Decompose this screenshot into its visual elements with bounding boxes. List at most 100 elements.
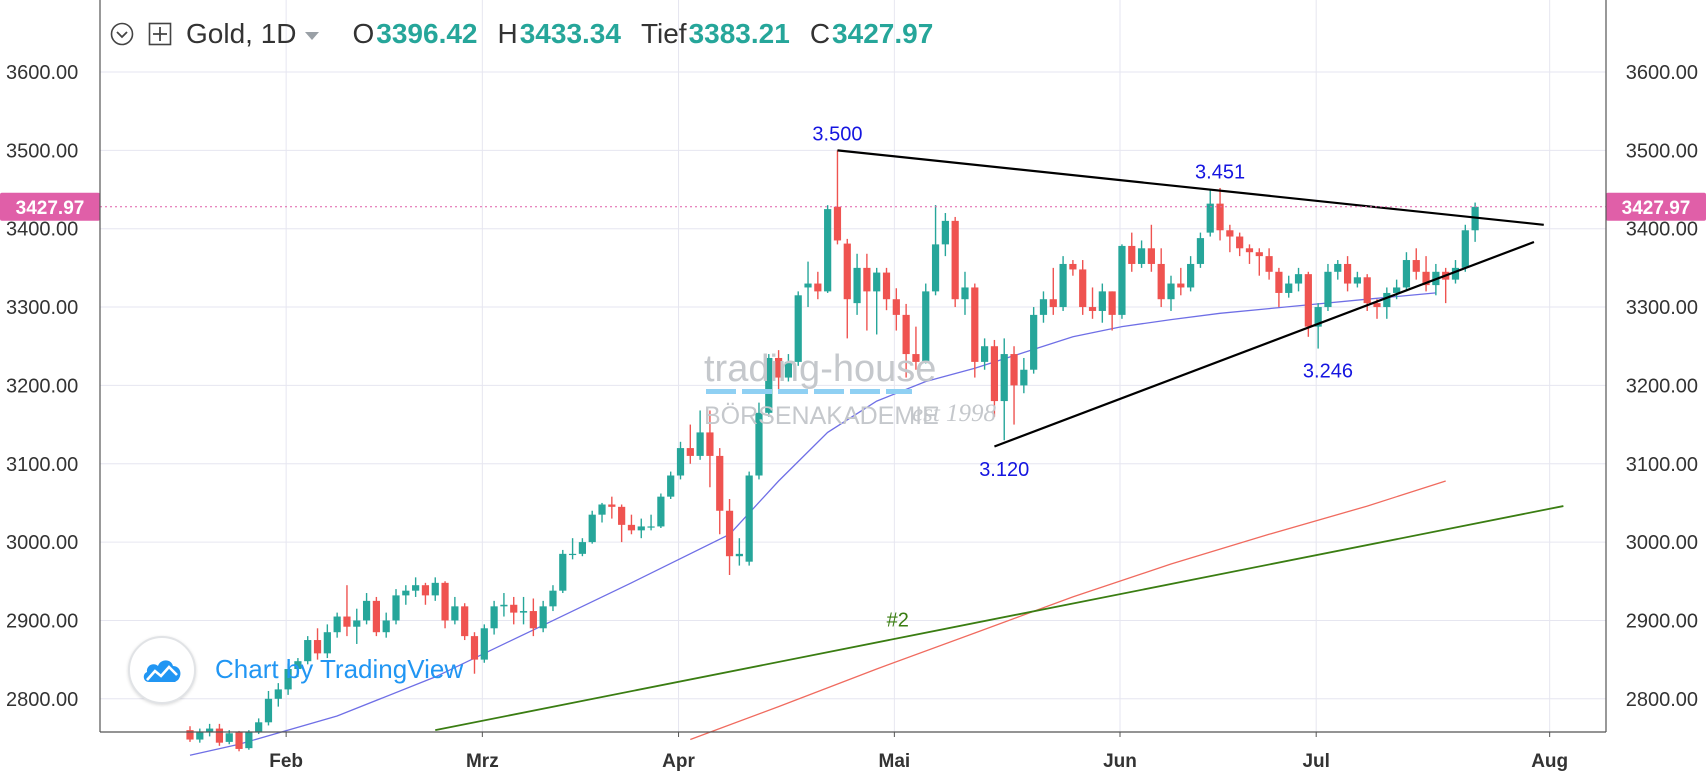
candle bbox=[598, 502, 606, 523]
open-value: 3396.42 bbox=[376, 18, 478, 49]
candle bbox=[1442, 267, 1450, 304]
candle-body bbox=[1167, 283, 1175, 300]
tradingview-credit[interactable]: Chart by TradingView bbox=[215, 654, 464, 684]
y-tick-label-right: 2800.00 bbox=[1626, 689, 1698, 711]
candle bbox=[1393, 279, 1401, 300]
close-label: C bbox=[809, 18, 831, 49]
candle-body bbox=[451, 606, 459, 621]
candle-body bbox=[1196, 238, 1205, 264]
candle-body bbox=[1343, 263, 1352, 284]
x-tick-label: Mai bbox=[879, 751, 911, 772]
candle bbox=[892, 288, 900, 331]
candle-body bbox=[1461, 230, 1469, 268]
x-tick-label: Mrz bbox=[466, 751, 499, 772]
high-value: 3433.34 bbox=[519, 18, 621, 49]
y-tick-label-left: 3400.00 bbox=[6, 219, 78, 241]
candle bbox=[333, 612, 341, 638]
candle-body bbox=[1285, 283, 1293, 293]
candle-body bbox=[372, 600, 380, 633]
candle-body bbox=[892, 299, 900, 315]
symbol-name[interactable]: Gold, 1D bbox=[186, 18, 297, 49]
candle-body bbox=[716, 455, 724, 511]
y-tick-label-right: 2900.00 bbox=[1626, 610, 1698, 632]
x-tick-label: Apr bbox=[662, 751, 695, 772]
candle-body bbox=[1118, 245, 1126, 315]
candle bbox=[539, 600, 547, 633]
candle-body bbox=[264, 698, 273, 723]
candle bbox=[1471, 202, 1479, 242]
candle bbox=[1275, 267, 1283, 308]
candle-body bbox=[1079, 269, 1087, 308]
candle bbox=[1294, 267, 1303, 292]
price-annotation: 3.451 bbox=[1195, 162, 1245, 184]
collapse-icon[interactable] bbox=[110, 22, 134, 46]
candle bbox=[1098, 283, 1106, 323]
symbol-header: Gold, 1D O 3396.42 H 3433.34 Tief 3383.2… bbox=[110, 16, 953, 52]
grid bbox=[100, 0, 1606, 732]
candle bbox=[657, 493, 665, 528]
tradingview-logo[interactable] bbox=[128, 636, 196, 704]
candle-body bbox=[1245, 248, 1254, 253]
candle-body bbox=[519, 611, 528, 613]
candle bbox=[294, 658, 302, 677]
candle-body bbox=[1010, 354, 1018, 386]
candle bbox=[343, 585, 351, 637]
x-tick-label: Aug bbox=[1531, 751, 1568, 772]
candle-body bbox=[353, 620, 361, 627]
candle bbox=[421, 582, 430, 605]
candle bbox=[1196, 232, 1205, 268]
candle-body bbox=[775, 357, 783, 378]
candle bbox=[1030, 307, 1038, 374]
chevron-down-icon[interactable] bbox=[304, 32, 319, 40]
candle bbox=[362, 593, 371, 625]
candle bbox=[1039, 291, 1048, 323]
open-label: O bbox=[352, 18, 375, 49]
candle-body bbox=[1039, 299, 1048, 315]
candle bbox=[873, 267, 881, 335]
candle bbox=[1167, 275, 1175, 311]
candle bbox=[725, 499, 734, 576]
candle bbox=[274, 683, 282, 707]
candle-body bbox=[804, 283, 812, 288]
compare-add-icon[interactable] bbox=[148, 22, 172, 46]
candle bbox=[667, 471, 675, 500]
candle bbox=[412, 577, 420, 597]
candle-body bbox=[588, 514, 596, 543]
trendlines: #2 bbox=[435, 149, 1564, 732]
close-value: 3427.97 bbox=[832, 18, 934, 49]
candle-body bbox=[1128, 245, 1136, 264]
candle-body bbox=[274, 689, 282, 699]
candle bbox=[1422, 256, 1430, 292]
candle-body bbox=[245, 731, 253, 749]
candle bbox=[1118, 244, 1126, 319]
candle-body bbox=[235, 732, 243, 749]
price-annotation: 3.120 bbox=[979, 459, 1029, 481]
candle bbox=[637, 518, 645, 539]
candle-body bbox=[706, 432, 714, 456]
candle bbox=[1059, 256, 1067, 311]
candle-body bbox=[1147, 248, 1155, 264]
candle bbox=[206, 723, 214, 737]
candle-body bbox=[461, 606, 469, 637]
candle bbox=[696, 410, 704, 460]
candle bbox=[264, 690, 273, 726]
candle bbox=[215, 723, 224, 746]
candle bbox=[1137, 240, 1146, 268]
candle-body bbox=[1069, 263, 1077, 270]
candle bbox=[1324, 263, 1332, 311]
candle-body bbox=[421, 585, 430, 596]
candle bbox=[1226, 224, 1234, 253]
candle bbox=[392, 589, 400, 625]
candle-body bbox=[1393, 287, 1401, 293]
candle bbox=[559, 549, 567, 594]
y-tick-label-right: 3400.00 bbox=[1626, 219, 1698, 241]
candle bbox=[1402, 252, 1411, 292]
candle bbox=[931, 205, 940, 296]
candle bbox=[814, 271, 822, 300]
moving-average-short bbox=[189, 292, 1436, 756]
candle bbox=[1245, 244, 1254, 264]
candle-body bbox=[618, 506, 626, 525]
candle-body bbox=[676, 448, 685, 476]
watermark-est: est 1998 bbox=[912, 400, 997, 427]
